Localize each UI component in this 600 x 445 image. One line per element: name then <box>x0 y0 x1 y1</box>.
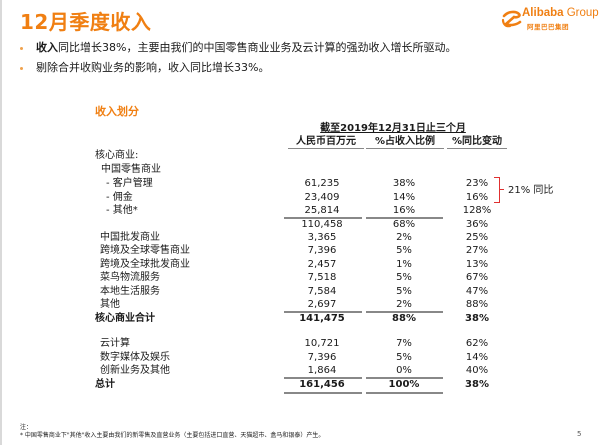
table-row-grand-total: 总计 161,456 100% 38% <box>95 379 489 390</box>
table-row: 菜鸟物流服务 7,518 5% 67% <box>100 272 489 283</box>
slide-title: 12月季度收入 <box>20 10 152 34</box>
page-number: 5 <box>577 430 582 438</box>
period-header: 截至2019年12月31日止三个月 <box>320 123 466 134</box>
table-row: - 客户管理 61,235 38% 23% <box>106 178 489 189</box>
bracket-icon <box>494 177 500 203</box>
table-row: 创新业务及其他 1,864 0% 40% <box>100 365 489 376</box>
column-header-rmb: 人民币百万元 <box>288 135 364 149</box>
alibaba-logo-icon <box>501 10 522 28</box>
alibaba-group-logo: Alibaba Group 阿里巴巴集团 <box>500 6 599 36</box>
logo-chinese-text: 阿里巴巴集团 <box>527 23 569 31</box>
table-row: 其他 2,697 2% 88% <box>100 299 489 310</box>
grand-total-underline <box>284 392 362 394</box>
bracket-note: 21% 同比 <box>508 185 554 196</box>
table-row: 中国批发商业 3,365 2% 25% <box>100 232 489 243</box>
table-row-subtotal: 110,458 68% 36% <box>301 219 489 230</box>
table-row: 核心商业: <box>95 150 139 161</box>
grand-total-rule <box>284 377 362 379</box>
grand-total-underline <box>366 392 443 394</box>
footnote-heading: 注： <box>20 424 33 431</box>
grand-total-rule <box>366 377 443 379</box>
table-row: 中国零售商业 <box>101 164 161 175</box>
bullet-dot-icon <box>20 47 23 50</box>
slide-left-border <box>0 0 2 445</box>
table-row: 数字媒体及娱乐 7,396 5% 14% <box>100 352 489 363</box>
column-header-yoy: %同比变动 <box>447 135 507 149</box>
section-title: 收入划分 <box>95 105 139 118</box>
bullet-dot-icon <box>20 67 23 70</box>
logo-brand-text: Alibaba Group <box>522 7 599 19</box>
subtotal-rule <box>366 217 443 219</box>
footnote-text: * 中国零售商业下"其他"收入主要由我们的新零售及直营业务（主要包括进口直营、天… <box>20 432 325 439</box>
bracket-tick-icon <box>500 189 504 191</box>
table-row: 跨境及全球批发商业 2,457 1% 13% <box>100 259 489 270</box>
column-header-pct-revenue: %占收入比例 <box>366 135 444 149</box>
total-rule <box>284 311 362 313</box>
table-row: 云计算 10,721 7% 62% <box>100 338 489 349</box>
table-row: - 佣金 23,409 14% 16% <box>106 192 489 203</box>
table-row-core-total: 核心商业合计 141,475 88% 38% <box>95 313 489 324</box>
subtotal-rule <box>284 217 362 219</box>
table-row: - 其他* 25,814 16% 128% <box>106 205 492 216</box>
table-row: 跨境及全球零售商业 7,396 5% 27% <box>100 245 489 256</box>
footnote: 注： * 中国零售商业下"其他"收入主要由我们的新零售及直营业务（主要包括进口直… <box>20 424 324 440</box>
total-rule <box>366 311 443 313</box>
table-row: 本地生活服务 7,584 5% 47% <box>100 286 489 297</box>
